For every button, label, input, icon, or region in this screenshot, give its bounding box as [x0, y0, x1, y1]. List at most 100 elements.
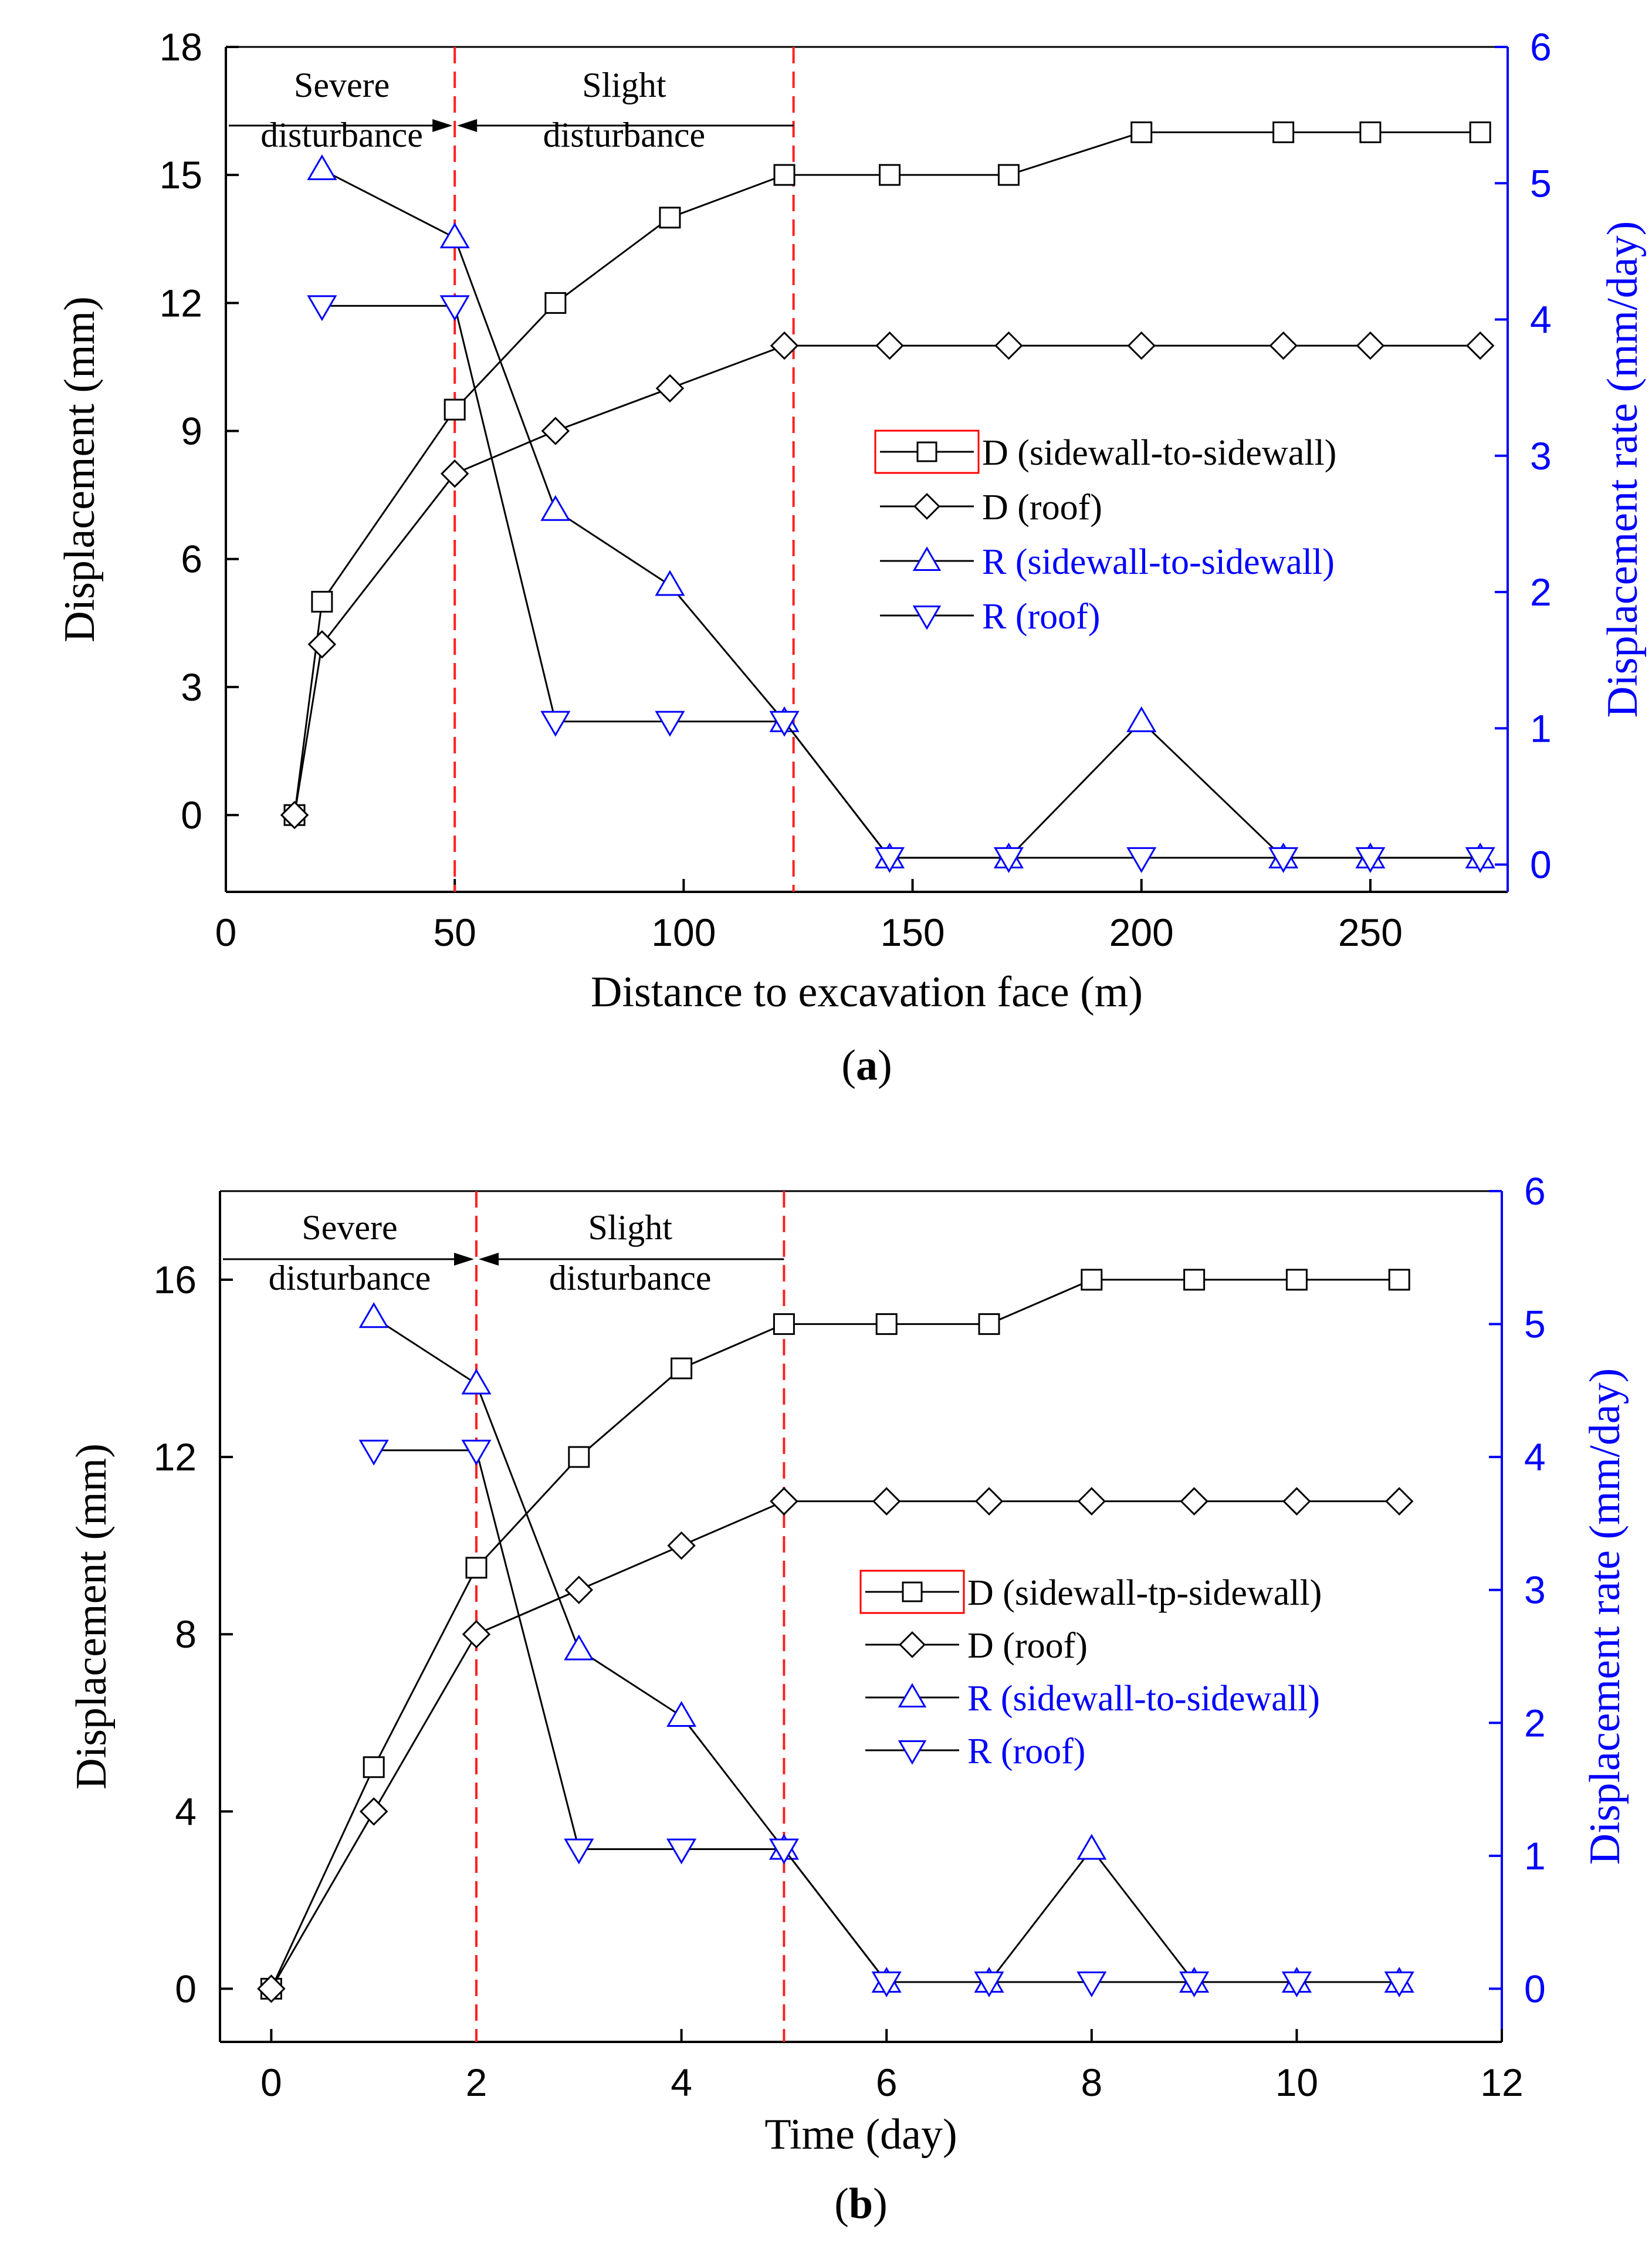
zone-label-line2: disturbance — [549, 1259, 712, 1297]
data-point-triangle-down — [1384, 1971, 1414, 1997]
data-point-square — [875, 1313, 898, 1335]
data-point-diamond — [359, 1797, 388, 1826]
y-tick-label-right: 6 — [1524, 1169, 1546, 1213]
data-point-triangle-up — [461, 1368, 492, 1395]
data-point-diamond — [1269, 331, 1298, 360]
legend-label: D (roof) — [982, 488, 1102, 527]
y-axis-label-left: Displacement (mm) — [56, 296, 104, 642]
y-axis-label-right: Displacement rate (mm/day) — [1581, 1368, 1629, 1865]
data-point-diamond — [872, 1487, 901, 1516]
y-tick-label-left: 6 — [181, 537, 202, 581]
y-tick-label-right: 0 — [1524, 1967, 1546, 2010]
x-tick-label: 200 — [1109, 911, 1174, 954]
y-tick-label-right: 1 — [1530, 706, 1552, 750]
panel-label: (b) — [834, 2180, 887, 2228]
data-point-square — [444, 398, 466, 421]
data-point-triangle-down — [666, 1838, 697, 1865]
legend-label: R (roof) — [967, 1732, 1085, 1771]
legend-marker-diamond — [899, 1631, 926, 1658]
zone-label-line2: disturbance — [543, 116, 706, 154]
data-point-triangle-down — [461, 1439, 492, 1466]
x-tick-label: 8 — [1081, 2061, 1102, 2104]
data-point-triangle-down — [564, 1838, 594, 1865]
data-point-diamond — [655, 374, 685, 403]
legend-highlight-box — [874, 430, 980, 474]
legend-marker-square — [916, 441, 937, 462]
panel-label: (a) — [841, 1041, 892, 1090]
zone-label-line1: Severe — [294, 66, 390, 104]
data-point-diamond — [257, 1974, 286, 2003]
data-point-triangle-down — [1465, 847, 1495, 873]
arrowhead — [479, 1253, 499, 1266]
legend-label: D (roof) — [967, 1626, 1088, 1666]
data-point-triangle-down — [769, 711, 800, 737]
data-point-square — [363, 1756, 385, 1778]
data-point-triangle-down — [307, 295, 337, 322]
x-tick-label: 0 — [260, 2061, 282, 2104]
zone-label-line1: Severe — [302, 1208, 397, 1247]
data-point-diamond — [564, 1575, 594, 1604]
data-point-triangle-down — [358, 1439, 389, 1466]
x-axis-label: Distance to excavation face (m) — [591, 968, 1143, 1016]
data-point-square — [879, 164, 901, 186]
x-tick-label: 100 — [651, 911, 716, 954]
data-point-triangle-down — [1076, 1971, 1107, 1997]
data-point-triangle-down — [1268, 847, 1299, 873]
legend-marker-triangle-down — [912, 605, 942, 630]
data-point-triangle-down — [769, 1838, 799, 1865]
y-tick-label-right: 1 — [1524, 1834, 1546, 1878]
series-line — [293, 131, 1481, 816]
data-point-square — [1388, 1269, 1410, 1291]
data-point-triangle-down — [974, 1971, 1004, 1997]
data-point-square — [1469, 121, 1491, 143]
data-point-square — [671, 1357, 693, 1379]
data-point-triangle-up — [358, 1302, 389, 1328]
data-point-diamond — [770, 1487, 798, 1516]
data-point-square — [997, 164, 1020, 186]
data-point-triangle-up — [564, 1634, 594, 1661]
legend-label: R (roof) — [982, 597, 1100, 637]
legend-label: D (sidewall-to-sidewall) — [982, 433, 1336, 473]
legend-label: R (sidewall-to-sidewall) — [967, 1679, 1320, 1719]
zone-label-line2: disturbance — [260, 116, 423, 154]
x-tick-label: 50 — [433, 911, 476, 954]
data-point-triangle-up — [439, 222, 470, 249]
data-point-diamond — [667, 1531, 696, 1560]
x-tick-label: 250 — [1338, 911, 1403, 954]
data-point-square — [568, 1446, 590, 1468]
data-point-triangle-down — [1281, 1971, 1312, 1997]
data-point-diamond — [462, 1619, 491, 1649]
data-point-diamond — [541, 417, 570, 445]
y-tick-label-right: 4 — [1524, 1435, 1546, 1479]
y-tick-label-left: 3 — [181, 665, 202, 709]
y-tick-label-left: 18 — [160, 25, 202, 69]
data-point-diamond — [994, 331, 1023, 360]
data-point-diamond — [875, 331, 904, 360]
series-line — [321, 168, 1481, 859]
y-tick-label-left: 12 — [154, 1435, 197, 1479]
arrowhead — [457, 119, 478, 132]
data-point-square — [311, 590, 333, 613]
data-point-square — [544, 292, 567, 314]
data-point-diamond — [440, 459, 469, 488]
data-point-square — [1359, 121, 1382, 143]
data-point-diamond — [974, 1487, 1004, 1516]
data-point-diamond — [1384, 1487, 1414, 1516]
data-point-square — [1081, 1269, 1103, 1291]
data-point-square — [1183, 1269, 1206, 1291]
data-point-triangle-down — [874, 847, 905, 873]
data-point-triangle-down — [1126, 847, 1157, 873]
x-tick-label: 6 — [876, 2061, 898, 2104]
data-point-diamond — [1127, 331, 1156, 360]
legend-marker-diamond — [913, 493, 940, 520]
y-tick-label-left: 12 — [160, 281, 202, 324]
data-point-diamond — [280, 800, 309, 830]
y-tick-label-left: 4 — [175, 1790, 197, 1833]
data-point-triangle-up — [655, 570, 685, 596]
data-point-triangle-down — [993, 847, 1024, 873]
y-tick-label-left: 16 — [154, 1258, 197, 1301]
x-tick-label: 12 — [1480, 2061, 1523, 2104]
data-point-triangle-up — [540, 495, 571, 521]
